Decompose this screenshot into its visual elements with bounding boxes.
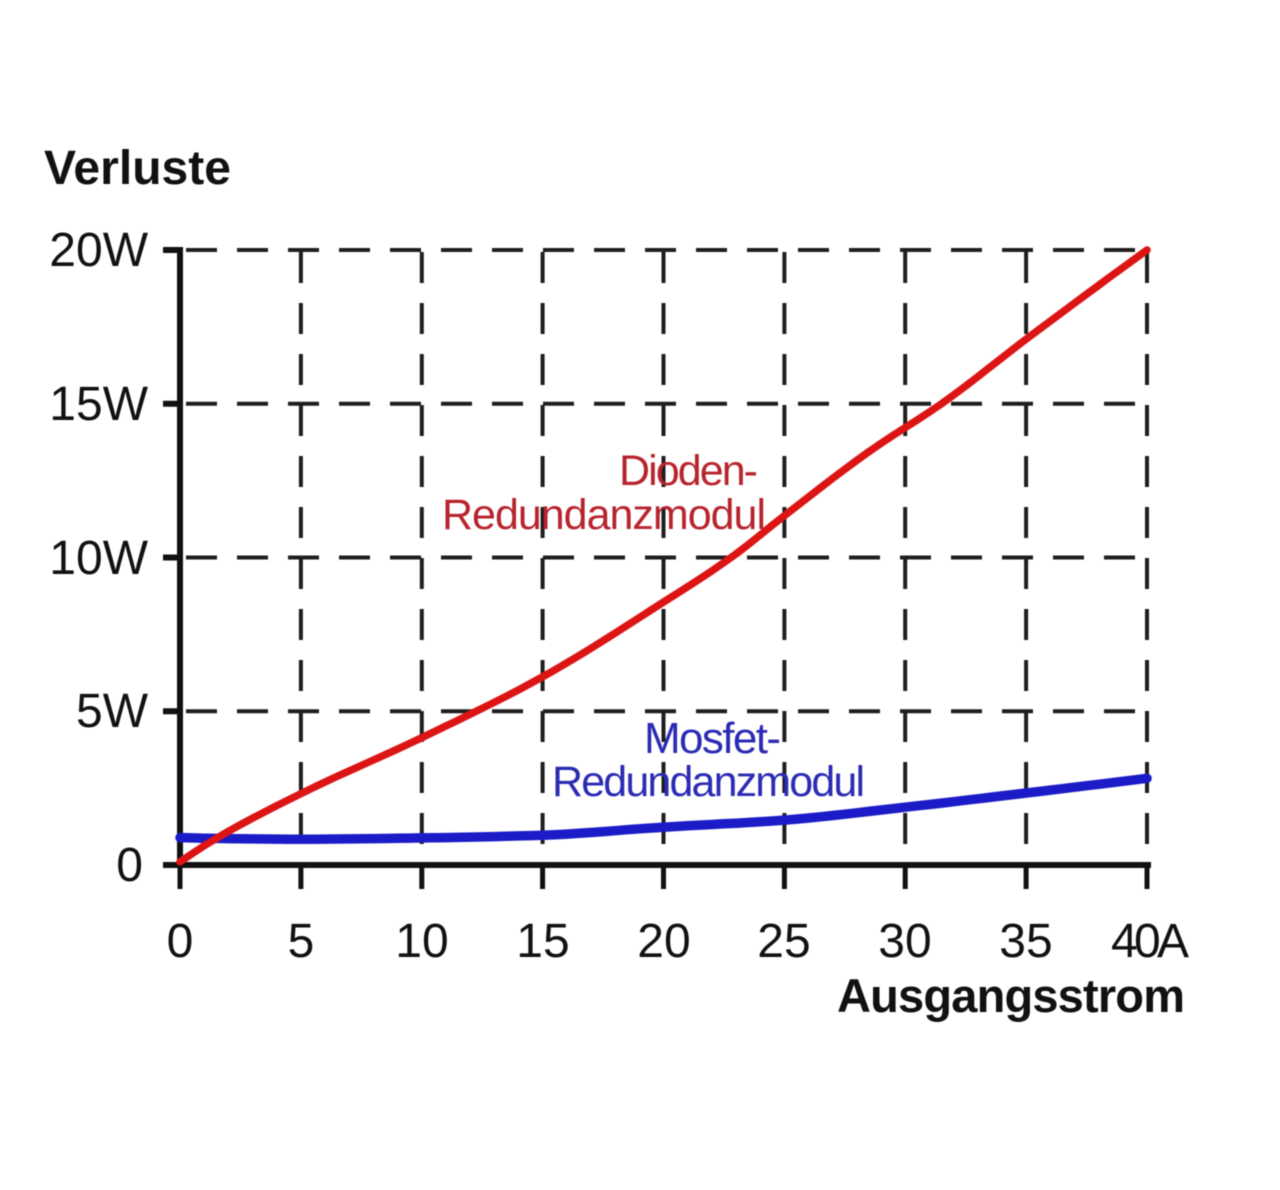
svg-text:0: 0	[167, 915, 194, 968]
svg-text:25: 25	[757, 915, 810, 968]
svg-text:Verluste: Verluste	[44, 142, 231, 195]
svg-text:20W: 20W	[49, 224, 148, 277]
svg-text:15W: 15W	[49, 378, 148, 431]
svg-text:Redundanzmodul: Redundanzmodul	[442, 491, 766, 539]
svg-text:5W: 5W	[76, 685, 149, 738]
svg-text:20: 20	[637, 915, 690, 968]
svg-text:35: 35	[999, 915, 1052, 968]
svg-text:5: 5	[288, 915, 315, 968]
svg-text:15: 15	[516, 915, 569, 968]
svg-text:30: 30	[878, 915, 931, 968]
svg-text:Redundanzmodul: Redundanzmodul	[552, 758, 865, 806]
svg-text:Dioden-: Dioden-	[619, 447, 758, 495]
svg-text:10W: 10W	[49, 532, 148, 585]
svg-text:0: 0	[116, 839, 143, 892]
svg-text:Ausgangsstrom: Ausgangsstrom	[837, 969, 1185, 1022]
svg-text:10: 10	[395, 915, 448, 968]
svg-text:Mosfet-: Mosfet-	[644, 714, 781, 763]
svg-text:40A: 40A	[1111, 915, 1189, 968]
